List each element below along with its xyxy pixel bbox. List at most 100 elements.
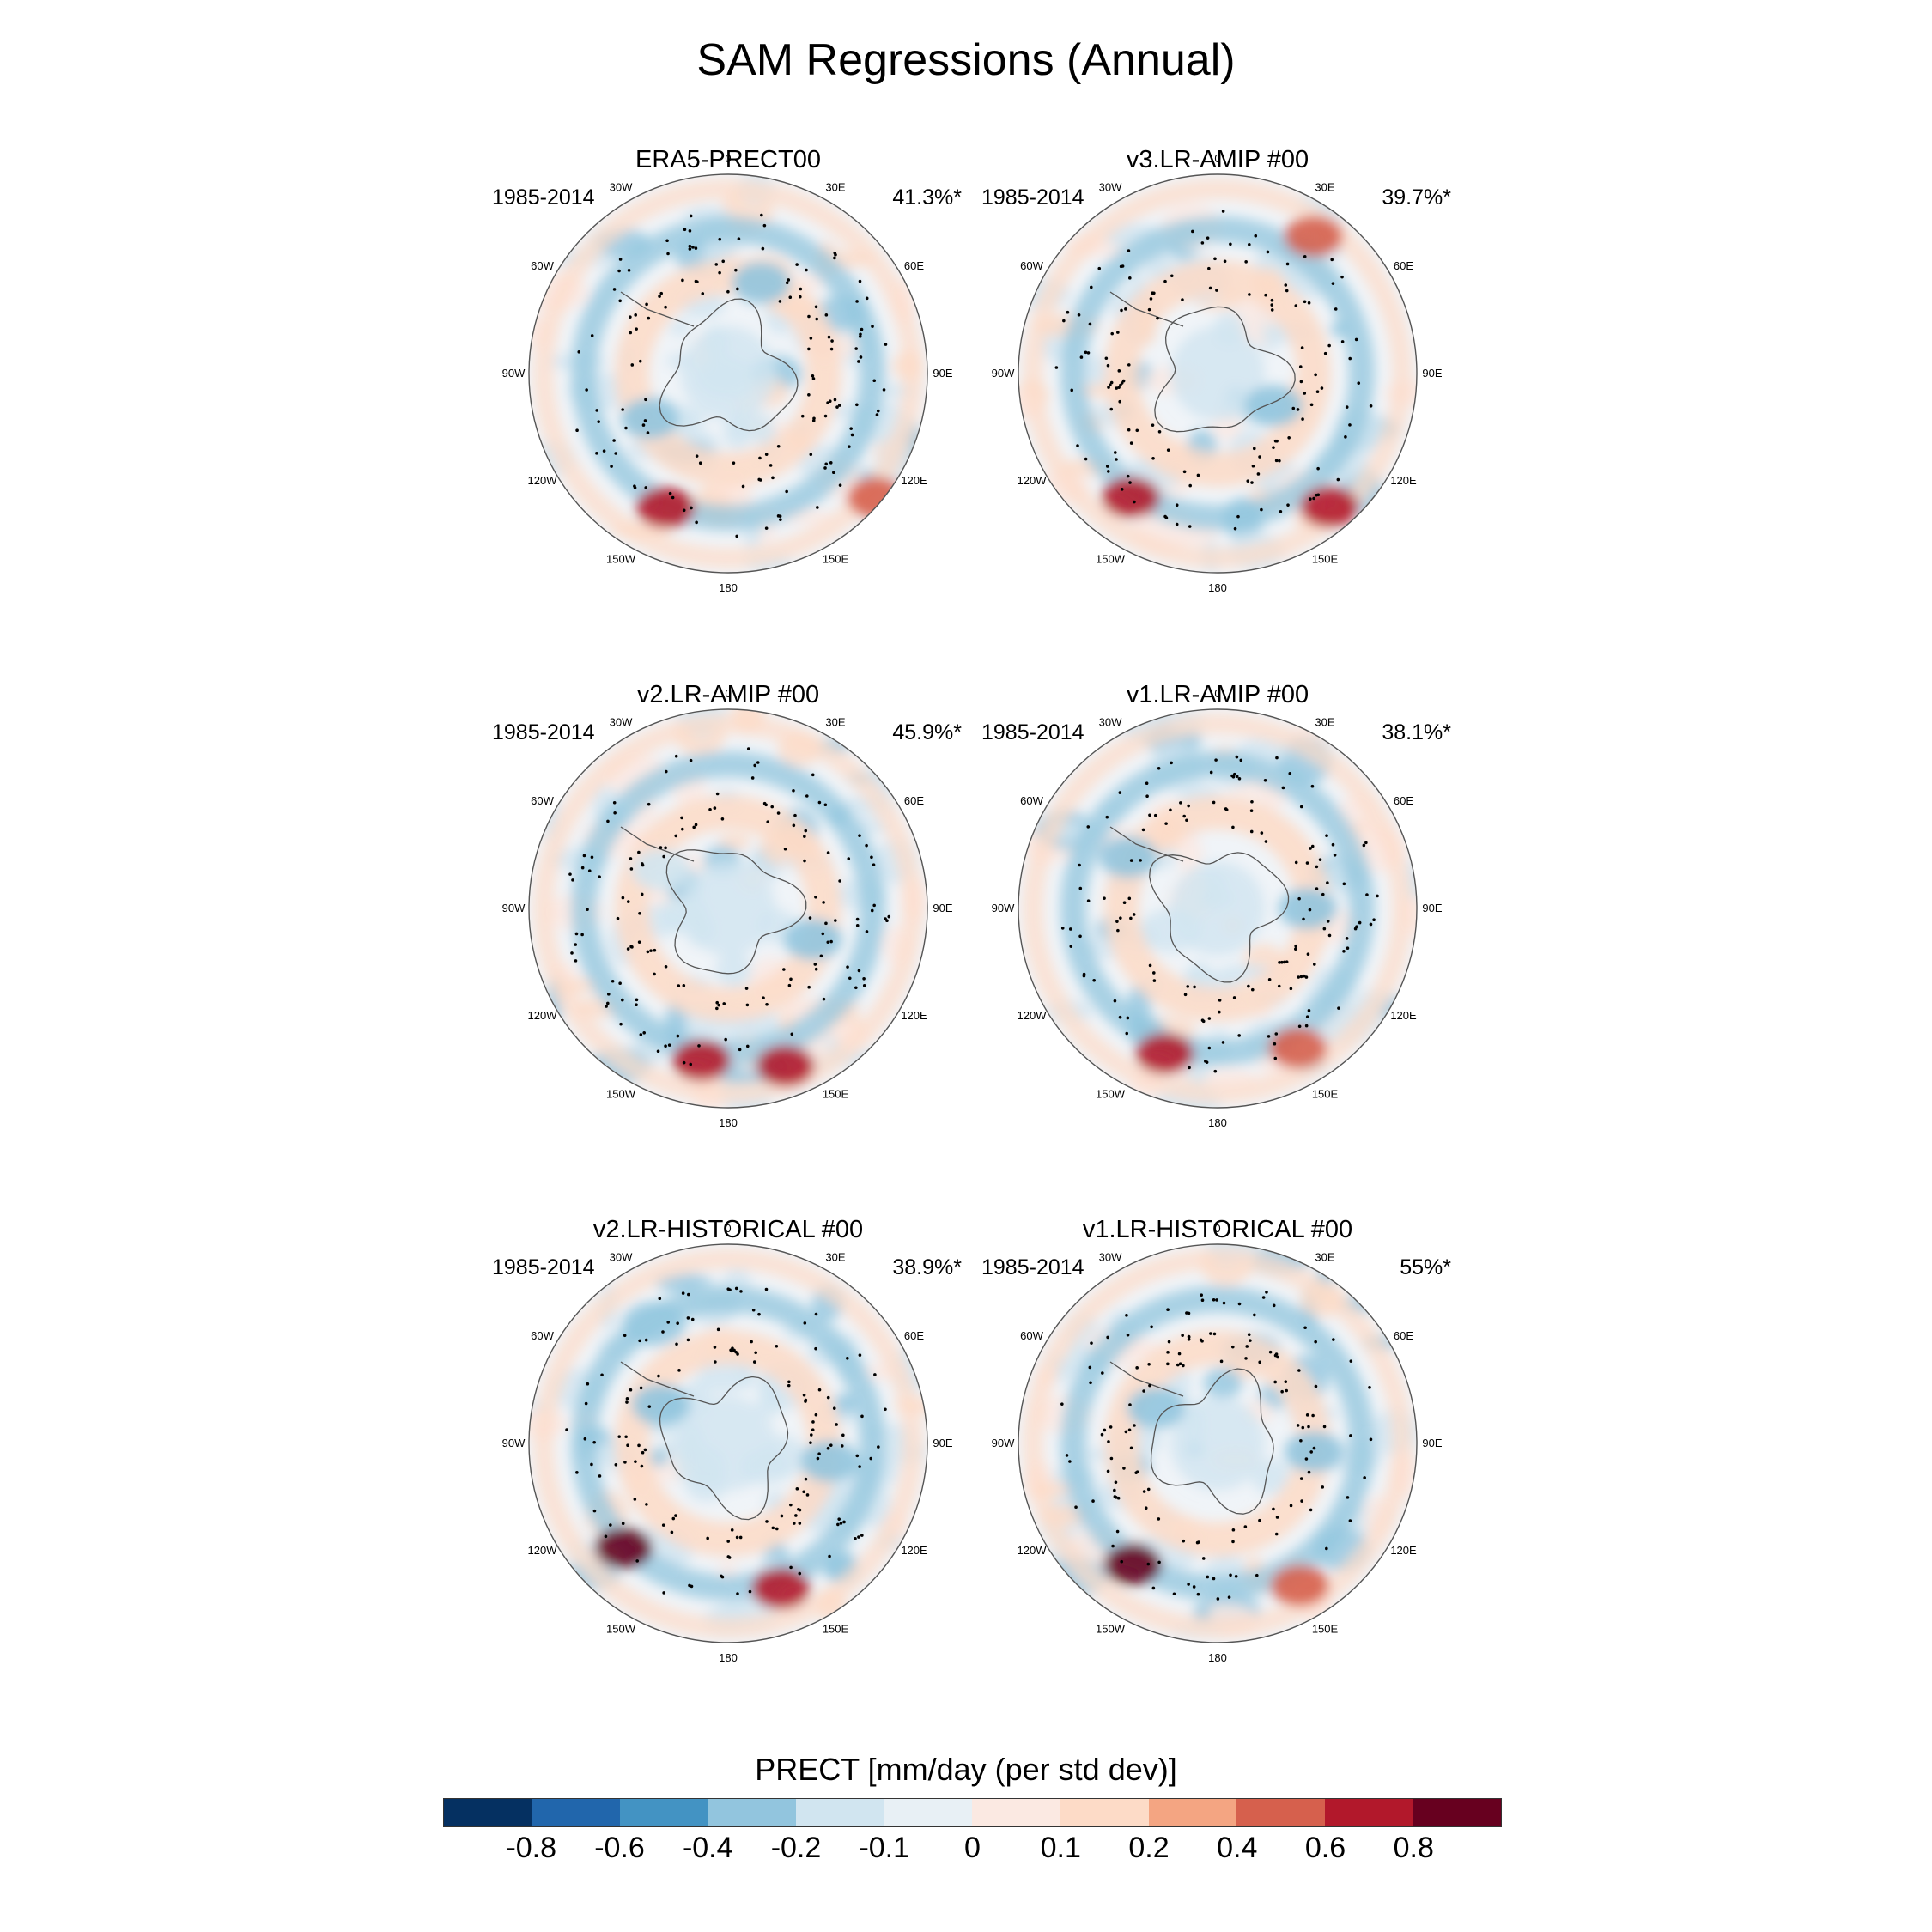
longitude-label: 90E xyxy=(1422,367,1442,380)
longitude-label: 180 xyxy=(1208,1651,1227,1664)
precip-regression-field xyxy=(1018,1244,1417,1643)
longitude-label: 90W xyxy=(992,1437,1015,1449)
panel-title: v1.LR-HISTORICAL #00 xyxy=(1082,1216,1353,1243)
longitude-label: 30W xyxy=(610,715,633,728)
colorbar-swatch xyxy=(532,1799,621,1826)
panel-variance-explained: 45.9%* xyxy=(892,720,962,744)
panel-period: 1985-2014 xyxy=(981,720,1084,744)
longitude-label: 60E xyxy=(1394,1329,1413,1342)
map-border xyxy=(528,708,928,1109)
colorbar-swatch xyxy=(620,1799,708,1826)
map-panel-era5: ERA5-PRECT00 1985-2014 41.3%* 0 30E 60E 90E… xyxy=(453,146,1003,678)
longitude-label: 120W xyxy=(528,474,558,487)
antarctica-coastline xyxy=(1154,306,1296,433)
longitude-label: 90W xyxy=(992,367,1015,380)
longitude-label: 60E xyxy=(1394,259,1413,272)
panel-variance-explained: 55%* xyxy=(1400,1255,1451,1279)
longitude-label: 30W xyxy=(610,1250,633,1263)
significance-stipple xyxy=(565,1286,887,1595)
panel-period: 1985-2014 xyxy=(492,1255,595,1279)
longitude-label: 30W xyxy=(1099,1250,1122,1263)
longitude-label: 180 xyxy=(719,1116,738,1129)
colorbar-swatch xyxy=(1060,1799,1149,1826)
panel-title: ERA5-PRECT00 xyxy=(635,146,821,173)
figure-title: SAM Regressions (Annual) xyxy=(696,35,1236,85)
longitude-label: 120E xyxy=(901,474,927,487)
colorbar-swatch xyxy=(796,1799,884,1826)
longitude-label: 30E xyxy=(825,180,845,193)
longitude-label: 90E xyxy=(1422,1437,1442,1449)
longitude-label: 0 xyxy=(725,152,731,165)
colorbar-swatch xyxy=(1236,1799,1325,1826)
colorbar-tick-label: -0.1 xyxy=(859,1832,910,1864)
colorbar-tick-label: 0.6 xyxy=(1304,1832,1346,1864)
longitude-label: 60W xyxy=(1020,259,1043,272)
polar-map: 0 30E 60E 90E 120E 150E 180 150W 120W 90W 60W 30W xyxy=(992,1222,1443,1664)
panel-title: v3.LR-AMIP #00 xyxy=(1126,146,1309,173)
colorbar-swatch xyxy=(1148,1799,1237,1826)
map-panel-v2-historical: v2.LR-HISTORICAL #00 1985-2014 38.9%* 0 3… xyxy=(453,1216,1003,1748)
longitude-label: 120E xyxy=(1390,1009,1417,1022)
colorbar-tick-label: 0.2 xyxy=(1128,1832,1170,1864)
polar-map: 0 30E 60E 90E 120E 150E 180 150W 120W 90W 60W 30W xyxy=(502,1222,953,1664)
map-panel-v2-amip: v2.LR-AMIP #00 1985-2014 45.9%* 0 30E 60E 9… xyxy=(453,681,1003,1213)
longitude-label: 180 xyxy=(1208,1116,1227,1129)
longitude-label: 120W xyxy=(1018,1544,1048,1557)
longitude-label: 60W xyxy=(1020,794,1043,807)
longitude-label: 90E xyxy=(933,902,952,914)
panel-period: 1985-2014 xyxy=(981,1255,1084,1279)
precip-regression-field xyxy=(529,709,927,1108)
map-border xyxy=(1018,173,1418,574)
longitude-label: 90W xyxy=(502,367,526,380)
longitude-label: 60W xyxy=(531,259,554,272)
longitude-label: 150E xyxy=(1312,553,1339,566)
panel-period: 1985-2014 xyxy=(492,720,595,744)
longitude-label: 120E xyxy=(901,1544,927,1557)
colorbar-tick-label: -0.4 xyxy=(682,1832,733,1864)
panel-period: 1985-2014 xyxy=(492,185,595,210)
longitude-label: 180 xyxy=(1208,581,1227,594)
colorbar-tick-label: -0.8 xyxy=(506,1832,557,1864)
longitude-label: 0 xyxy=(1214,152,1220,165)
longitude-label: 30E xyxy=(1315,715,1334,728)
significance-stipple xyxy=(575,213,888,538)
longitude-label: 0 xyxy=(725,1222,731,1235)
longitude-label: 60W xyxy=(531,794,554,807)
map-panel-v3-amip: v3.LR-AMIP #00 1985-2014 39.7%* 0 30E 60E 9… xyxy=(943,146,1492,678)
panel-title: v2.LR-HISTORICAL #00 xyxy=(592,1216,864,1243)
polar-map: 0 30E 60E 90E 120E 150E 180 150W 120W 90W 60W 30W xyxy=(502,152,953,594)
longitude-label: 120W xyxy=(1018,474,1048,487)
longitude-label: 0 xyxy=(1214,687,1220,700)
panel-variance-explained: 38.1%* xyxy=(1382,720,1451,744)
longitude-label: 90E xyxy=(933,1437,952,1449)
longitude-label: 0 xyxy=(1214,1222,1220,1235)
colorbar-tick-labels: -0.8 -0.6 -0.4 -0.2 -0.1 0 0.1 0.2 0.4 0.6 0.8 xyxy=(0,1832,1932,1874)
polar-map: 0 30E 60E 90E 120E 150E 180 150W 120W 90W 60W 30W xyxy=(992,152,1443,594)
colorbar-tick-label: 0.1 xyxy=(1040,1832,1081,1864)
precip-regression-field xyxy=(1018,709,1417,1108)
longitude-label: 30W xyxy=(1099,715,1122,728)
longitude-label: 150W xyxy=(1096,1088,1126,1101)
colorbar-tick-label: 0.8 xyxy=(1393,1832,1434,1864)
panel-title: v1.LR-AMIP #00 xyxy=(1126,681,1309,708)
longitude-label: 150W xyxy=(606,1088,636,1101)
significance-stipple xyxy=(568,747,891,1066)
colorbar-swatch xyxy=(1324,1799,1413,1826)
significance-stipple xyxy=(1060,755,1379,1073)
longitude-label: 30W xyxy=(610,180,633,193)
precip-regression-field xyxy=(1018,174,1417,573)
longitude-label: 150E xyxy=(823,553,849,566)
longitude-label: 150W xyxy=(606,1623,636,1636)
longitude-label: 180 xyxy=(719,1651,738,1664)
map-border xyxy=(528,1243,928,1643)
precip-regression-field xyxy=(529,174,927,573)
colorbar-tick-label: -0.2 xyxy=(770,1832,822,1864)
significance-stipple xyxy=(1054,210,1373,531)
colorbar-swatch xyxy=(972,1799,1061,1826)
longitude-label: 30E xyxy=(825,715,845,728)
longitude-label: 30E xyxy=(1315,1250,1334,1263)
longitude-label: 150E xyxy=(823,1623,849,1636)
antarctica-coastline xyxy=(1149,852,1290,983)
longitude-label: 90E xyxy=(933,367,952,380)
longitude-label: 90W xyxy=(502,902,526,914)
